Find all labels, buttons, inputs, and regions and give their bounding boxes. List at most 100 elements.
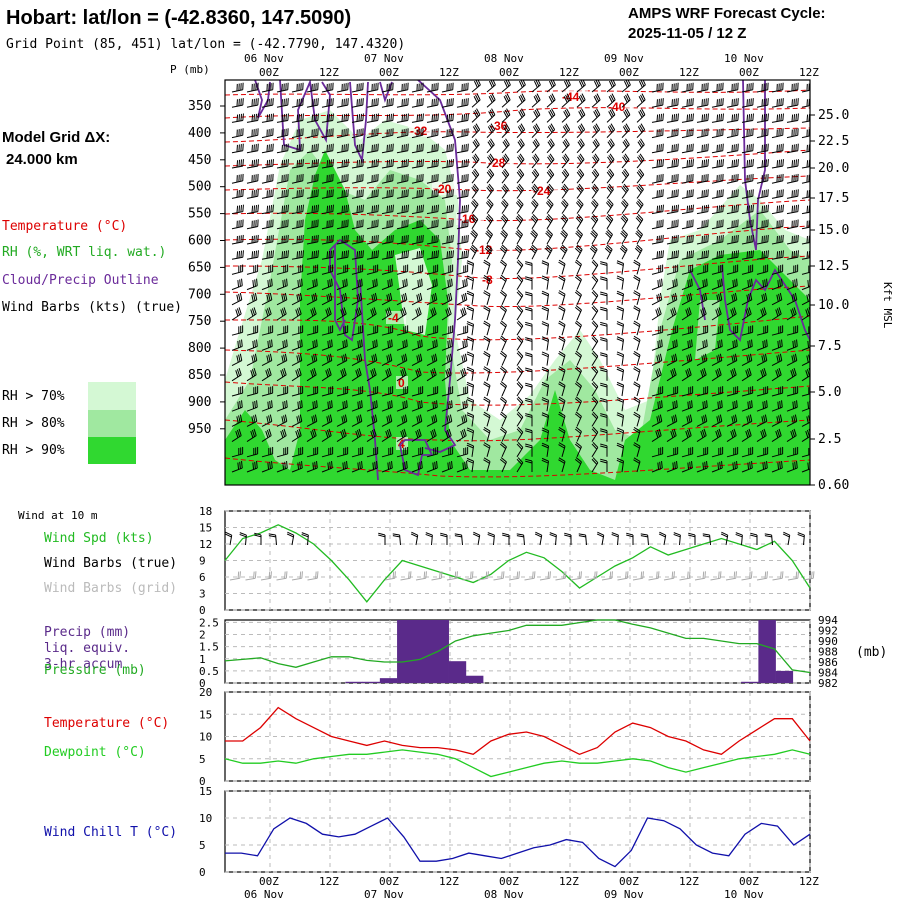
wind-barb-flag — [706, 461, 708, 469]
wind-barb-flag — [251, 308, 256, 316]
wind-barb-flag — [616, 290, 624, 295]
wind-barb-flag — [776, 369, 781, 377]
wind-barb-flag — [621, 186, 627, 194]
top-date-label: 09 Nov — [604, 52, 644, 65]
wind-barb-flag — [793, 354, 796, 362]
wind-barb-flag — [674, 414, 678, 422]
wind-barb-flag — [716, 355, 719, 363]
wind-barb-flag — [375, 205, 377, 213]
wind-barb-flag — [238, 367, 242, 375]
wind-barb-flag — [282, 340, 285, 348]
wind-barb-flag — [460, 430, 464, 438]
wind-barb-flag — [431, 114, 434, 122]
wind-barb-flag — [419, 461, 421, 469]
wind-barb-flag — [330, 250, 332, 258]
wind-barb-flag — [761, 355, 764, 363]
wind-barb-flag — [591, 291, 598, 298]
wind-barb-flag — [517, 350, 524, 357]
wind-barb-flag — [624, 168, 630, 175]
wind-barb-flag — [254, 340, 256, 348]
wind-barb-flag — [283, 367, 287, 375]
wind-barb-flag — [575, 202, 582, 209]
wind-barb-flag — [750, 205, 752, 213]
wind-barb-flag — [299, 353, 303, 361]
wind-barb-flag — [642, 80, 646, 86]
wind-barb-flag — [764, 279, 766, 287]
wind-barb-flag — [620, 246, 627, 252]
wind-barb-flag — [580, 80, 585, 87]
wind-barb-flag — [600, 382, 608, 386]
pressure-unit: (mb) — [856, 645, 887, 660]
wind-barb-flag — [312, 401, 315, 409]
wind-barb-flag — [688, 293, 691, 301]
wind-barb-flag — [486, 215, 493, 222]
wind-barb-flag — [736, 400, 738, 408]
bottom-hour-label: 00Z — [499, 875, 519, 888]
wind-barb-flag — [605, 217, 612, 224]
wind-barb-flag — [314, 279, 316, 287]
wind-barb-flag — [472, 185, 478, 192]
wind-barb-flag — [358, 250, 361, 259]
wind-barb-flag — [463, 367, 467, 375]
wind-barb-flag — [564, 534, 572, 538]
wind-barb-flag — [577, 229, 583, 235]
wind-barb-flag — [328, 250, 331, 259]
wind-barb-flag — [392, 159, 394, 167]
wind-barb-flag — [704, 400, 706, 409]
wind-barb-flag — [704, 292, 708, 300]
wind-barb-flag — [386, 160, 389, 168]
wind-barb-flag — [541, 457, 549, 462]
wind-barb-flag — [401, 251, 404, 259]
wind-barb-flag — [436, 278, 438, 286]
kft-tick-label: 2.5 — [818, 432, 841, 447]
wind-barb-flag — [361, 461, 363, 469]
wind-barb-flag — [731, 355, 734, 363]
wind-barb-flag — [625, 571, 627, 579]
wind-barb-flag — [670, 370, 674, 378]
wind-barb-flag — [673, 367, 677, 375]
wind-barb-flag — [671, 205, 674, 213]
wind-barb-flag — [327, 340, 330, 348]
wind-barb-flag — [715, 370, 719, 378]
wind-barb-flag — [549, 532, 557, 536]
wind-barb-flag — [361, 278, 363, 286]
wind-barb-flag — [763, 159, 766, 167]
wind-barb-flag — [299, 414, 303, 422]
wind-barb-flag — [592, 426, 599, 433]
wind-barb-flag — [596, 108, 601, 116]
wind-barb-flag — [516, 276, 523, 283]
wind-barb-flag — [688, 250, 691, 259]
wind-barb-flag — [703, 415, 706, 423]
wind-barb-flag — [238, 114, 241, 122]
wind-barb-flag — [464, 292, 468, 300]
wind-barb-flag — [673, 533, 681, 538]
wind-barb-flag — [558, 413, 565, 419]
wind-barb-flag — [607, 126, 613, 133]
wind-barb-flag — [762, 340, 765, 348]
wind-barb-flag — [518, 571, 520, 579]
surface-barb — [564, 532, 572, 545]
precip-bar — [345, 681, 363, 683]
surface-barb-grid — [508, 571, 520, 581]
pressure-tick-label: 984 — [818, 667, 838, 680]
wind-barb-flag — [704, 461, 706, 469]
wind-barb-flag — [463, 415, 466, 423]
wind-barb-flag — [387, 401, 390, 409]
wind-barb-flag — [500, 335, 507, 341]
wind-barb-flag — [750, 159, 752, 167]
wind-barb-flag — [488, 111, 493, 118]
wind-barb-flag — [407, 159, 409, 167]
wind-barb-flag — [401, 369, 406, 377]
wind-barb-flag — [575, 457, 582, 463]
wind-barb-flag — [548, 183, 554, 190]
wind-barb-flag — [633, 320, 641, 326]
wind-barb-flag — [722, 113, 724, 121]
wind-barb-flag — [483, 307, 490, 312]
wind-barb-flag — [454, 535, 462, 538]
wind-barb-flag — [466, 381, 474, 386]
wind-barb-flag — [420, 159, 422, 167]
wind-barb-flag — [516, 291, 523, 298]
wind-barb-flag — [242, 159, 244, 167]
wind-barb-flag — [517, 141, 523, 148]
wind-barb-flag — [574, 337, 581, 343]
